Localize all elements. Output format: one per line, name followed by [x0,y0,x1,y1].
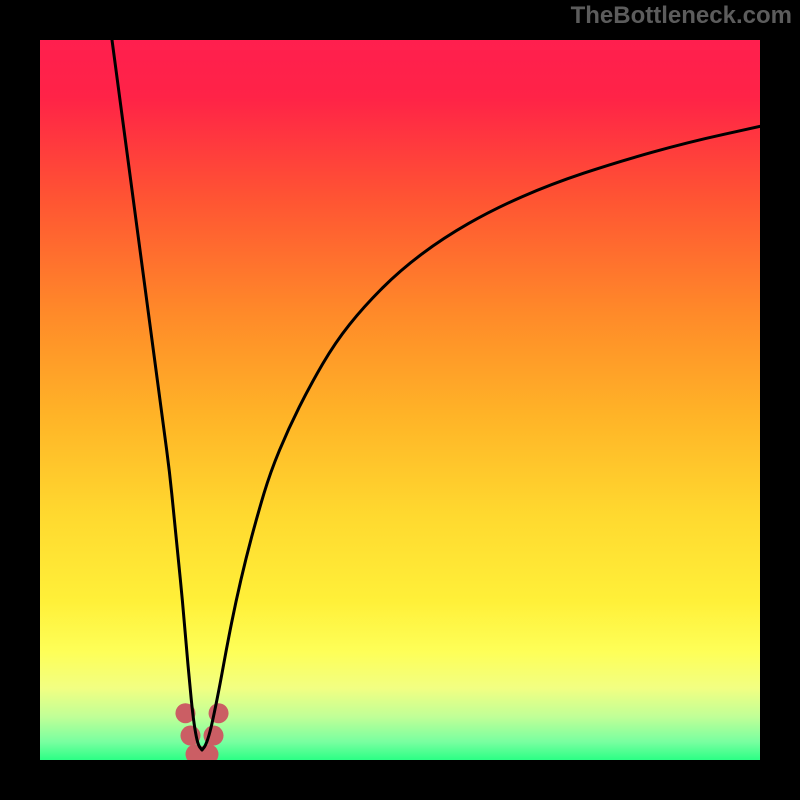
chart-svg [0,0,800,800]
plot-background-gradient [40,40,760,760]
watermark-text: TheBottleneck.com [571,2,792,30]
chart-stage: TheBottleneck.com [0,0,800,800]
